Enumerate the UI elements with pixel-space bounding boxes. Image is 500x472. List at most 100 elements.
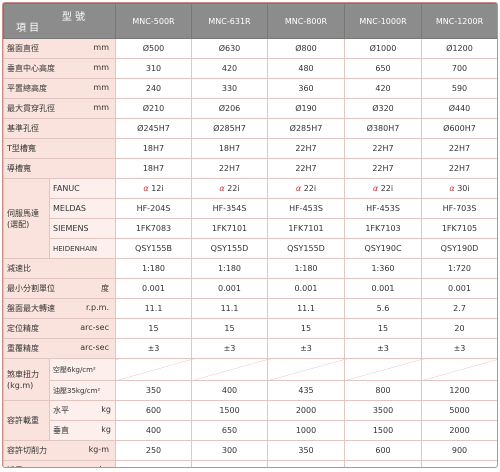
model-header: MNC-800R bbox=[267, 3, 345, 39]
cell: 5.6 bbox=[344, 298, 422, 319]
load-sub-label: 垂直 kg bbox=[49, 420, 116, 441]
cell: 1FK7083 bbox=[115, 218, 192, 239]
cell: 22H7 bbox=[267, 158, 345, 179]
cell: 15 bbox=[191, 318, 268, 339]
cell: 350 bbox=[267, 440, 345, 461]
cell: 360 bbox=[267, 78, 345, 99]
cell: α 30i bbox=[421, 178, 497, 199]
table-row: 平置總高度 mm 240 330 360 420 590 bbox=[3, 78, 497, 99]
spec-table-frame: 型 號 項 目 MNC-500R MNC-631R MNC-800R MNC-1… bbox=[2, 2, 498, 468]
cell: 1500 bbox=[191, 400, 268, 421]
cell: Ø630 bbox=[191, 38, 268, 59]
cell: QSY155D bbox=[191, 238, 268, 259]
empty-cell bbox=[191, 358, 268, 381]
cell: 400 bbox=[191, 380, 268, 401]
table-row: 煞車扭力 (kg.m) 空壓6kg/cm² bbox=[3, 358, 497, 401]
cell: 0.001 bbox=[115, 278, 192, 299]
table-row: SIEMENS 1FK7083 1FK7101 1FK7101 1FK7103 … bbox=[4, 218, 497, 239]
cell: HF-204S bbox=[115, 198, 192, 219]
cell: 330 bbox=[191, 78, 268, 99]
cell: α 22i bbox=[191, 178, 268, 199]
cell: QSY155D bbox=[267, 238, 345, 259]
cell: Ø380H7 bbox=[344, 118, 422, 139]
cell: HF-453S bbox=[344, 198, 422, 219]
cell: 600 bbox=[344, 440, 422, 461]
cell: 650 bbox=[191, 420, 268, 441]
table-row: 最小分割單位度 0.001 0.001 0.001 0.001 0.001 bbox=[3, 278, 497, 299]
cell: HF-453S bbox=[267, 198, 345, 219]
cell: Ø440 bbox=[421, 98, 497, 119]
table-row: 最大貫穿孔徑 mm Ø210 Ø206 Ø190 Ø320 Ø440 bbox=[3, 98, 497, 119]
cell: ±3 bbox=[115, 338, 192, 359]
model-header: MNC-500R bbox=[115, 3, 192, 39]
servo-brand: SIEMENS bbox=[49, 218, 116, 239]
cell: 1600 bbox=[344, 460, 422, 467]
cell: 800 bbox=[344, 380, 422, 401]
cell: QSY190D bbox=[421, 238, 497, 259]
cell: 480 bbox=[267, 58, 345, 79]
table-row: 基準孔徑 Ø245H7 Ø285H7 Ø285H7 Ø380H7 Ø600H7 bbox=[3, 118, 497, 139]
clamp-air-label: 空壓6kg/cm² bbox=[49, 358, 116, 381]
cell: 22H7 bbox=[267, 138, 345, 159]
cell: Ø1200 bbox=[421, 38, 497, 59]
cell: Ø500 bbox=[115, 38, 192, 59]
cell: ±3 bbox=[344, 338, 422, 359]
row-label: 重覆精度 arc-sec bbox=[3, 338, 116, 359]
cell: 22H7 bbox=[421, 158, 497, 179]
cell: 18H7 bbox=[115, 138, 192, 159]
cell: QSY190C bbox=[344, 238, 422, 259]
cell: α 12i bbox=[115, 178, 192, 199]
cell: 700 bbox=[421, 58, 497, 79]
cell: 22H7 bbox=[344, 158, 422, 179]
table-row: 導槽寬 18H7 22H7 22H7 22H7 22H7 bbox=[3, 158, 497, 179]
cell: 900 bbox=[421, 440, 497, 461]
table-row: 盤面最大轉速 r.p.m. 11.1 11.1 11.1 5.6 2.7 bbox=[3, 298, 497, 319]
cell: 11.1 bbox=[115, 298, 192, 319]
empty-cell bbox=[267, 358, 345, 381]
model-header: MNC-1000R bbox=[344, 3, 422, 39]
cell: Ø320 bbox=[344, 98, 422, 119]
cell: ±3 bbox=[421, 338, 497, 359]
header-row: 型 號 項 目 MNC-500R MNC-631R MNC-800R MNC-1… bbox=[3, 3, 497, 39]
cell: Ø285H7 bbox=[267, 118, 345, 139]
cell: 0.001 bbox=[267, 278, 345, 299]
cell: Ø210 bbox=[115, 98, 192, 119]
corner-item-label: 項 目 bbox=[16, 23, 40, 34]
cell: 1:180 bbox=[267, 258, 345, 279]
table-row: 容許載重 水平 kg 600 1500 2000 3500 5000 bbox=[3, 400, 497, 441]
cell: Ø206 bbox=[191, 98, 268, 119]
servo-brand: FANUC bbox=[49, 178, 116, 199]
cell: ±3 bbox=[267, 338, 345, 359]
cell: Ø245H7 bbox=[115, 118, 192, 139]
cell: HF-703S bbox=[421, 198, 497, 219]
cell: Ø800 bbox=[267, 38, 345, 59]
cell: 15 bbox=[344, 318, 422, 339]
cell: HF-354S bbox=[191, 198, 268, 219]
row-label: 定位精度 arc-sec bbox=[3, 318, 116, 339]
cell: 435 bbox=[267, 380, 345, 401]
cell: 11.1 bbox=[267, 298, 345, 319]
table-row: HEIDENHAIN QSY155B QSY155D QSY155D QSY19… bbox=[4, 238, 497, 259]
cell: 1:180 bbox=[115, 258, 192, 279]
cell: α 22i bbox=[267, 178, 345, 199]
table-row: 伺服馬達 (選配) FANUC α 12i α 22i α 22i α 22i … bbox=[3, 178, 497, 259]
cell: 420 bbox=[344, 78, 422, 99]
row-label: 淨重kg bbox=[3, 460, 116, 467]
table-row: 垂直中心高度 mm 310 420 480 650 700 bbox=[3, 58, 497, 79]
cell: 720 bbox=[191, 460, 268, 467]
cell: 1FK7105 bbox=[421, 218, 497, 239]
load-sub-label: 水平 kg bbox=[49, 400, 116, 421]
cell: 22H7 bbox=[421, 138, 497, 159]
cell: 400 bbox=[115, 420, 192, 441]
table-row: 定位精度 arc-sec 15 15 15 15 20 bbox=[3, 318, 497, 339]
row-label: 減速比 bbox=[3, 258, 116, 279]
model-header: MNC-1200R bbox=[421, 3, 497, 39]
cell: 0.001 bbox=[191, 278, 268, 299]
cell: 1:180 bbox=[191, 258, 268, 279]
cell: 1FK7101 bbox=[191, 218, 268, 239]
row-label: 容許切削力 kg-m bbox=[3, 440, 116, 461]
cell: 590 bbox=[421, 78, 497, 99]
row-label: 垂直中心高度 mm bbox=[3, 58, 116, 79]
servo-brand: HEIDENHAIN bbox=[49, 238, 116, 259]
spec-table: 型 號 項 目 MNC-500R MNC-631R MNC-800R MNC-1… bbox=[3, 3, 497, 467]
